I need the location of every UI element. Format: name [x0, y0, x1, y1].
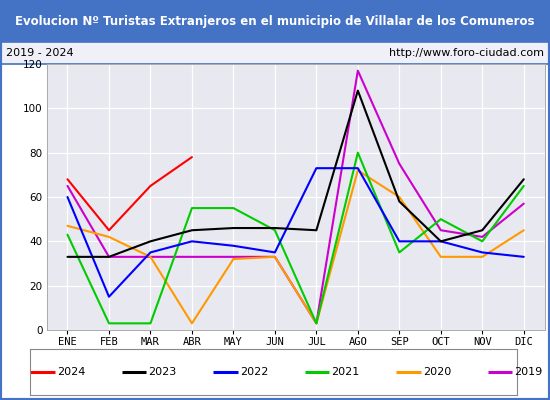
Text: 2019: 2019: [515, 367, 543, 377]
Text: Evolucion Nº Turistas Extranjeros en el municipio de Villalar de los Comuneros: Evolucion Nº Turistas Extranjeros en el …: [15, 14, 535, 28]
Text: 2020: 2020: [423, 367, 452, 377]
Text: http://www.foro-ciudad.com: http://www.foro-ciudad.com: [389, 48, 544, 58]
Text: 2023: 2023: [148, 367, 177, 377]
Text: 2019 - 2024: 2019 - 2024: [6, 48, 73, 58]
Text: 2022: 2022: [240, 367, 268, 377]
Text: 2021: 2021: [332, 367, 360, 377]
Text: 2024: 2024: [57, 367, 85, 377]
